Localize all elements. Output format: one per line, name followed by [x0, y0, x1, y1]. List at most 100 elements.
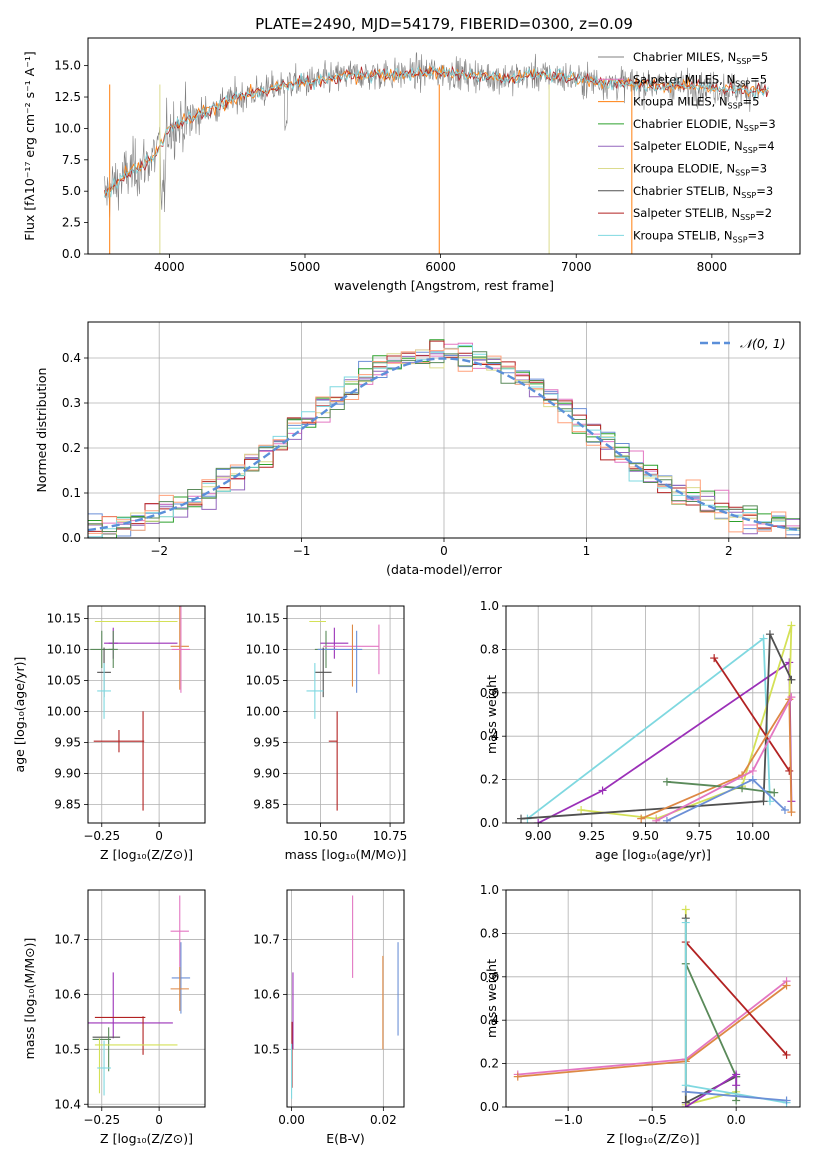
spectrum-model-line: [103, 65, 769, 198]
weight-marker: [780, 805, 789, 814]
weight-marker: [577, 805, 586, 814]
x-tick-label: 8000: [697, 260, 728, 274]
x-axis-label: mass [log₁₀(M/M⊙)]: [285, 847, 407, 862]
y-tick-label: 10.10: [246, 642, 280, 656]
y-tick-label: 12.5: [54, 90, 81, 104]
y-tick-label: 10.4: [54, 1097, 81, 1111]
x-tick-label: 6000: [425, 260, 456, 274]
grid: [88, 606, 205, 823]
y-tick-label: 10.10: [47, 642, 81, 656]
legend-entry: Chabrier ELODIE, NSSP=3: [633, 117, 776, 133]
y-tick-label: 10.15: [246, 611, 280, 625]
weight-marker: [787, 621, 796, 630]
weight-marker: [782, 1096, 791, 1105]
panel-weight-age: 9.00 9.25 9.50 9.75 10.00 0.0 0.2 0.4 0.6 0.8 1.0 a…: [480, 599, 801, 862]
x-axis-label: age [log₁₀(age/yr)]: [595, 847, 711, 862]
x-tick-label: −2: [150, 544, 168, 558]
x-tick-label: 0: [155, 1113, 163, 1127]
y-tick-label: 0.2: [480, 773, 499, 787]
weight-marker: [662, 777, 671, 786]
spectrum-model-line: [103, 65, 769, 197]
panel-spectrum: 4000 5000 6000 7000 8000 0.0 2.5 5.0 7.5 10.0 12.5…: [22, 37, 801, 293]
plot-area: [90, 606, 191, 811]
panel-mass-ebv: 0.00 0.02 10.5 10.6 10.7 E(B-V): [253, 889, 405, 1146]
x-tick-label: 4000: [154, 260, 185, 274]
y-tick-label: 10.7: [54, 932, 81, 946]
weight-marker: [748, 766, 757, 775]
x-axis-label: Z [log₁₀(Z/Z⊙)]: [100, 847, 193, 862]
weight-marker: [652, 816, 661, 823]
x-tick-label: 0: [440, 544, 448, 558]
weight-series-line: [537, 660, 793, 823]
weight-series-line: [580, 625, 793, 820]
weight-marker: [787, 808, 796, 817]
y-tick-label: 10.00: [246, 704, 280, 718]
y-tick-label: 10.15: [47, 611, 81, 625]
weight-marker: [782, 1050, 791, 1059]
x-tick-label: 2: [725, 544, 733, 558]
y-tick-label: 0.4: [480, 729, 499, 743]
weight-series-line: [685, 941, 788, 1056]
weight-marker: [785, 658, 794, 667]
y-tick-label: 1.0: [480, 883, 499, 897]
y-tick-label: 0.0: [62, 531, 81, 545]
grid: [287, 890, 404, 1107]
weight-marker: [770, 788, 779, 797]
y-tick-label: 9.95: [54, 735, 81, 749]
panel-mass-Z: −0.25 0 10.4 10.5 10.6 10.7 Z [log₁₀(Z/Z⊙)] mas…: [22, 889, 206, 1146]
legend: Chabrier MILES, NSSP=5 Salpeter MILES, NS…: [598, 50, 776, 244]
weight-marker: [681, 905, 690, 914]
weight-marker: [765, 630, 774, 639]
x-tick-label: −0.5: [638, 1113, 667, 1127]
y-axis-label: Flux [fλ10⁻¹⁷ erg cm⁻² s⁻¹ A⁻¹]: [22, 51, 37, 240]
x-tick-label: −1: [293, 544, 311, 558]
weight-series-line: [655, 696, 793, 822]
y-axis-label: mass [log₁₀(M/M⊙)]: [22, 938, 37, 1060]
weight-marker: [787, 693, 796, 702]
y-tick-label: 10.6: [253, 987, 280, 1001]
weight-series-line: [640, 696, 793, 820]
axes-frame: [286, 605, 405, 824]
y-tick-label: 9.85: [54, 797, 81, 811]
legend-entry: Salpeter MILES, NSSP=5: [633, 72, 767, 88]
weight-marker: [785, 766, 794, 775]
weight-marker: [534, 819, 543, 823]
weight-marker: [787, 675, 796, 684]
weight-marker: [513, 1072, 522, 1081]
x-tick-label: 0: [155, 829, 163, 843]
legend-entry: Chabrier MILES, NSSP=5: [633, 50, 768, 66]
grid: [88, 890, 205, 1107]
x-axis-label: Z [log₁₀(Z/Z⊙)]: [607, 1131, 700, 1146]
x-tick-label: 0.0: [727, 1113, 746, 1127]
y-axis-label: mass weight: [484, 675, 499, 754]
weight-series-line: [713, 657, 791, 772]
x-tick-label: 7000: [561, 260, 592, 274]
x-axis-label: (data-model)/error: [386, 562, 503, 577]
legend-entry: Salpeter STELIB, NSSP=2: [633, 206, 772, 222]
y-tick-label: 0.0: [62, 247, 81, 261]
plot-area: [513, 905, 791, 1107]
axes-frame: [87, 321, 801, 539]
legend-entry: Salpeter ELODIE, NSSP=4: [633, 139, 775, 155]
y-tick-label: 0.6: [480, 970, 499, 984]
weight-marker: [681, 918, 690, 927]
x-tick-label: 10.50: [303, 829, 337, 843]
axes-frame: [87, 889, 206, 1108]
y-tick-label: 10.0: [54, 121, 81, 135]
weight-series-line: [685, 1090, 787, 1102]
y-tick-label: 0.6: [480, 686, 499, 700]
y-tick-label: 10.05: [47, 673, 81, 687]
x-tick-label: −0.25: [83, 829, 120, 843]
weight-marker: [759, 634, 768, 643]
weight-marker: [748, 775, 757, 784]
y-tick-label: 5.0: [62, 184, 81, 198]
y-axis-label: mass weight: [484, 959, 499, 1038]
x-tick-label: 9.75: [686, 829, 713, 843]
y-tick-label: 7.5: [62, 153, 81, 167]
plot-area: [291, 895, 399, 1099]
axes-frame: [505, 605, 801, 824]
legend-entry: 𝒩(0, 1): [740, 336, 786, 351]
x-tick-label: 9.50: [632, 829, 659, 843]
y-tick-label: 0.8: [480, 642, 499, 656]
